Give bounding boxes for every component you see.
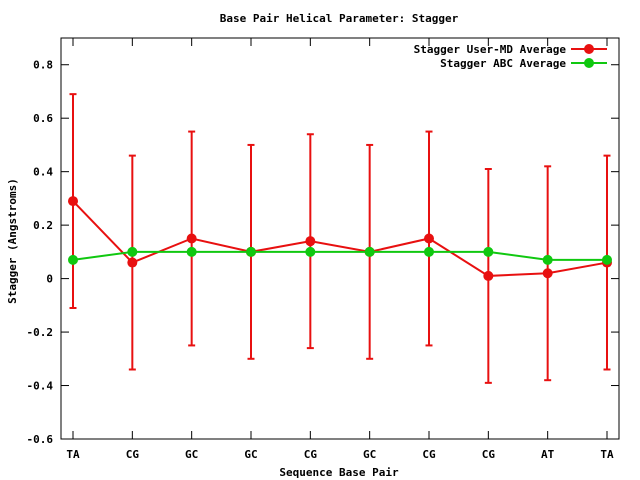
x-tick-label: TA bbox=[600, 448, 614, 461]
data-point bbox=[602, 254, 612, 265]
data-point bbox=[186, 246, 197, 257]
legend-marker bbox=[584, 44, 594, 54]
data-point bbox=[127, 257, 138, 268]
legend-label: Stagger ABC Average bbox=[440, 57, 566, 70]
data-point bbox=[483, 270, 494, 281]
y-axis-label: Stagger (Angstroms) bbox=[6, 178, 19, 304]
data-point bbox=[542, 254, 553, 265]
x-tick-label: GC bbox=[185, 448, 198, 461]
series-line bbox=[72, 200, 608, 277]
axis-ticks: 0.8 0.6 0.4 0.2 0 -0.2 -0.4 -0.6 TA CG GC GC CG GC CG C… bbox=[27, 38, 619, 461]
error-bars bbox=[69, 93, 611, 384]
series-line bbox=[72, 250, 607, 261]
data-point bbox=[186, 233, 197, 244]
x-tick-label: CG bbox=[482, 448, 496, 461]
x-tick-label: GC bbox=[363, 448, 376, 461]
y-tick-label: 0.2 bbox=[33, 219, 53, 232]
data-point bbox=[305, 236, 316, 247]
y-tick-label: 0 bbox=[46, 273, 53, 286]
x-tick-label: CG bbox=[304, 448, 318, 461]
series-lines bbox=[72, 200, 608, 277]
data-point bbox=[424, 233, 434, 244]
data-point bbox=[542, 268, 553, 279]
y-tick-label: 0.4 bbox=[33, 166, 53, 179]
x-tick-label: TA bbox=[66, 448, 80, 461]
data-point bbox=[364, 246, 375, 257]
x-tick-label: GC bbox=[244, 448, 257, 461]
x-tick-label: CG bbox=[422, 448, 436, 461]
legend-marker bbox=[584, 58, 594, 68]
y-tick-label: 0.6 bbox=[33, 112, 53, 125]
y-tick-label: 0.8 bbox=[33, 59, 53, 72]
x-axis-label: Sequence Base Pair bbox=[279, 466, 399, 479]
y-tick-label: -0.4 bbox=[27, 380, 54, 393]
data-point bbox=[483, 246, 494, 257]
plot-frame bbox=[60, 37, 620, 440]
data-point bbox=[127, 246, 138, 257]
data-point bbox=[68, 254, 78, 265]
data-point bbox=[68, 196, 78, 207]
data-point bbox=[246, 246, 256, 257]
x-tick-label: AT bbox=[541, 448, 555, 461]
chart-title: Base Pair Helical Parameter: Stagger bbox=[220, 12, 459, 25]
x-tick-label: CG bbox=[126, 448, 140, 461]
data-point bbox=[305, 246, 316, 257]
data-point bbox=[424, 246, 434, 257]
y-tick-label: -0.6 bbox=[27, 433, 54, 446]
y-tick-label: -0.2 bbox=[27, 326, 54, 339]
legend-label: Stagger User-MD Average bbox=[414, 43, 567, 56]
series-points bbox=[68, 196, 612, 281]
